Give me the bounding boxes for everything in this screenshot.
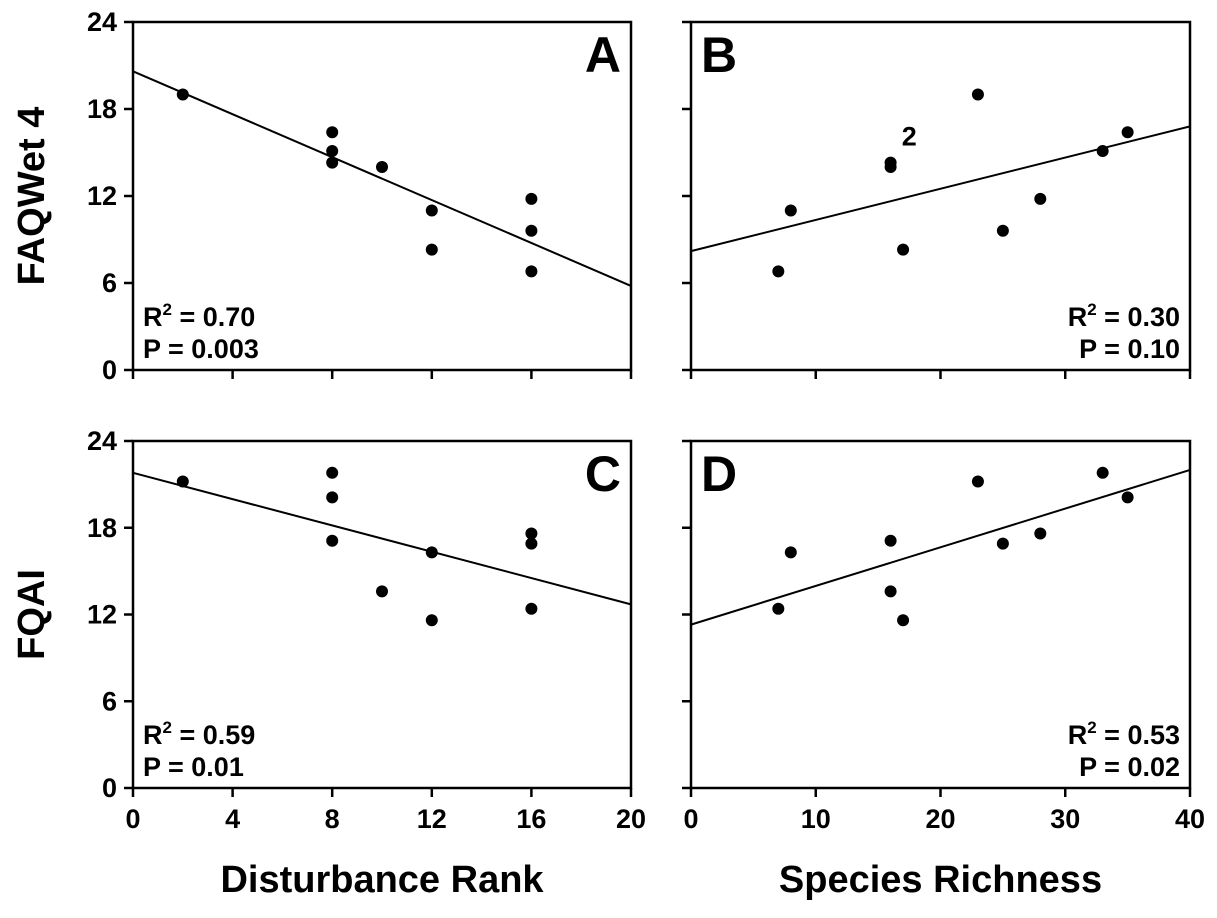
y-axis-title: FQAI — [11, 569, 53, 660]
data-point — [996, 224, 1009, 237]
y-tick-label: 24 — [87, 7, 117, 37]
data-point — [784, 204, 797, 217]
x-tick-label: 8 — [325, 804, 340, 834]
data-point — [971, 88, 984, 101]
r-squared-value: = 0.70 — [172, 302, 255, 332]
regression-line — [690, 468, 1191, 626]
y-tick-label: 18 — [87, 94, 117, 124]
y-tick-label: 18 — [87, 513, 117, 543]
x-tick-label: 4 — [225, 804, 240, 834]
data-point — [971, 475, 984, 488]
data-point — [525, 537, 538, 550]
data-point — [376, 585, 388, 598]
regression-line — [132, 70, 632, 287]
data-point — [884, 534, 897, 547]
data-point — [1096, 145, 1109, 158]
r-squared-value: = 0.53 — [1097, 720, 1180, 750]
regression-line — [132, 471, 632, 606]
r-squared-prefix: R — [1068, 720, 1088, 750]
panel-d: 0 10 20 30 40 Species Richness D R2 = 0.53P = 0… — [682, 439, 1205, 901]
data-point — [772, 265, 785, 278]
p-value-text: P = 0.02 — [1079, 752, 1180, 782]
x-tick-label: 40 — [1175, 804, 1205, 834]
data-point — [772, 602, 785, 615]
r-squared-superscript: 2 — [163, 300, 172, 319]
data-point — [176, 88, 189, 101]
panel-c: 0 4 8 12 16 20 0 6 12 18 24 FQAI Disturbance Rank C R2… — [11, 426, 646, 901]
data-point — [326, 491, 339, 504]
x-tick-label: 20 — [616, 804, 646, 834]
data-point — [525, 224, 538, 237]
data-point — [1096, 466, 1109, 479]
data-point — [326, 156, 339, 169]
x-tick-label: 0 — [683, 804, 698, 834]
x-tick-label: 30 — [1050, 804, 1080, 834]
p-value-text: P = 0.003 — [143, 334, 259, 364]
data-point — [1034, 527, 1047, 540]
data-point — [784, 546, 797, 559]
r-squared-prefix: R — [1068, 302, 1088, 332]
panel-a: 0 6 12 18 24 FAQWet 4 A R2 = 0.70P = 0.003 — [11, 7, 633, 385]
x-axis-title: Species Richness — [779, 859, 1102, 901]
r-squared-value: = 0.59 — [172, 720, 255, 750]
data-point — [326, 466, 339, 479]
regression-line — [690, 125, 1191, 253]
panel-letter: C — [585, 446, 621, 502]
x-tick-label: 0 — [125, 804, 140, 834]
p-value-text: P = 0.10 — [1079, 334, 1180, 364]
r-squared-superscript: 2 — [163, 718, 172, 737]
r-squared-text: R2 = 0.30 — [1068, 300, 1180, 332]
y-tick-label: 6 — [102, 686, 117, 716]
y-axis-title: FAQWet 4 — [11, 107, 53, 286]
r-squared-prefix: R — [143, 302, 163, 332]
data-point — [326, 126, 339, 139]
data-point — [897, 614, 910, 627]
point-annotation: 2 — [902, 121, 917, 151]
r-squared-text: R2 = 0.70 — [143, 300, 255, 332]
panel-letter: B — [701, 27, 737, 83]
data-point — [525, 602, 538, 615]
x-tick-label: 10 — [801, 804, 831, 834]
r-squared-superscript: 2 — [1087, 300, 1096, 319]
data-point — [1121, 491, 1134, 504]
data-point — [884, 161, 897, 173]
data-point — [425, 243, 438, 256]
r-squared-text: R2 = 0.53 — [1068, 718, 1180, 750]
y-tick-label: 24 — [87, 426, 117, 456]
y-tick-label: 0 — [102, 773, 117, 803]
data-point — [1034, 192, 1047, 205]
r-squared-value: = 0.30 — [1097, 302, 1180, 332]
y-tick-label: 6 — [102, 268, 117, 298]
r-squared-text: R2 = 0.59 — [143, 718, 255, 750]
data-point — [176, 475, 189, 488]
y-tick-label: 12 — [87, 600, 117, 630]
data-point — [1121, 126, 1134, 139]
data-point — [525, 192, 538, 205]
data-point — [996, 537, 1009, 550]
data-point — [884, 585, 897, 598]
x-tick-label: 16 — [516, 804, 546, 834]
data-point — [425, 546, 438, 559]
data-point — [897, 243, 910, 256]
data-point — [326, 145, 339, 158]
data-point — [425, 614, 438, 627]
panel-letter: A — [585, 27, 621, 83]
panel-letter: D — [701, 446, 737, 502]
y-tick-label: 12 — [87, 181, 117, 211]
data-point — [525, 265, 538, 278]
y-tick-label: 0 — [102, 355, 117, 385]
data-point — [376, 161, 388, 173]
p-value-text: P = 0.01 — [143, 752, 244, 782]
r-squared-prefix: R — [143, 720, 163, 750]
data-point — [525, 527, 538, 540]
x-axis-title: Disturbance Rank — [220, 859, 544, 901]
data-point — [326, 534, 339, 547]
x-tick-label: 20 — [925, 804, 955, 834]
data-point — [425, 204, 438, 217]
x-tick-label: 12 — [417, 804, 447, 834]
r-squared-superscript: 2 — [1087, 718, 1096, 737]
